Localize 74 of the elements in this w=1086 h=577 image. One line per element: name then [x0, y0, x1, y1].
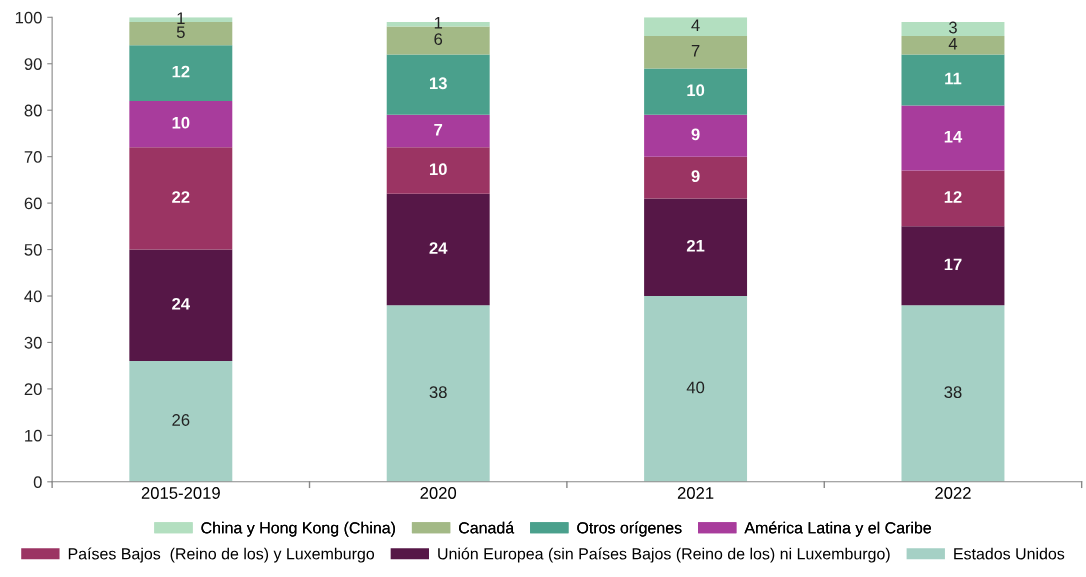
data-label: 13 [429, 77, 447, 90]
bar [901, 21, 1005, 36]
data-label: 24 [172, 297, 190, 310]
bar [129, 147, 233, 250]
data-label: 4 [691, 19, 700, 31]
bar [901, 105, 1005, 171]
bar [901, 226, 1005, 306]
data-label: 7 [691, 44, 700, 57]
y-tick-label: 70 [24, 151, 42, 163]
bar [644, 17, 748, 36]
data-label: 10 [429, 163, 447, 176]
data-label: 3 [948, 21, 957, 34]
bar [901, 35, 1005, 55]
data-label: 22 [172, 191, 190, 203]
bar [386, 305, 490, 482]
bar [644, 156, 748, 199]
bar [386, 114, 490, 148]
data-label: 17 [944, 258, 962, 271]
legend-label: Estados Unidos [954, 547, 1065, 560]
legend-label: China y Hong Kong (China) [201, 521, 395, 537]
y-tick-label: 40 [24, 290, 42, 303]
bar [386, 193, 490, 306]
bar [901, 305, 1005, 482]
data-label: 21 [686, 239, 705, 252]
x-tick-label: 2020 [420, 487, 457, 499]
data-label: 10 [687, 84, 705, 97]
data-label: 9 [691, 170, 700, 183]
data-label: 7 [434, 123, 443, 136]
x-tick-label: 2015-2019 [141, 487, 220, 499]
bar [901, 170, 1005, 227]
data-label: 12 [944, 191, 962, 203]
legend-label: Unión Europea (sin Países Bajos (Reino de los) ni Luxemburgo) [438, 547, 890, 563]
y-tick-label: 60 [24, 197, 42, 210]
y-tick-label: 0 [33, 476, 42, 488]
data-label: 6 [434, 33, 443, 46]
legend-label: América Latina y el Caribe [744, 521, 931, 537]
bar [644, 296, 748, 482]
bar [644, 114, 748, 157]
data-label: 5 [176, 26, 185, 39]
data-label: 1 [177, 12, 185, 24]
bar [129, 249, 233, 362]
data-label: 38 [944, 386, 962, 399]
y-tick-label: 50 [24, 243, 42, 256]
y-tick-label: 90 [24, 58, 42, 70]
data-label: 11 [945, 72, 962, 85]
x-tick-label: 2022 [935, 487, 971, 499]
bar [386, 54, 490, 115]
data-label: 9 [691, 128, 700, 141]
y-tick-label: 20 [24, 383, 42, 396]
bar [129, 45, 233, 101]
bar [129, 100, 233, 148]
bar [901, 54, 1005, 106]
data-label: 14 [944, 130, 963, 143]
data-label: 38 [429, 386, 447, 399]
bar [644, 198, 748, 296]
data-label: 12 [172, 65, 190, 78]
data-label: 1 [434, 17, 443, 29]
bar [644, 68, 748, 115]
y-tick-label: 80 [24, 104, 42, 117]
y-tick-label: 100 [15, 11, 42, 24]
bar [644, 35, 748, 69]
data-label: 10 [172, 116, 190, 129]
data-label: 40 [686, 381, 705, 394]
data-label: 26 [172, 414, 190, 426]
bar [386, 147, 490, 194]
legend-label: Otros orígenes [577, 521, 682, 537]
y-tick-label: 10 [25, 429, 42, 442]
legend-label: Países Bajos (Reino de los) y Luxemburgo [68, 547, 375, 563]
legend-label: Canadá [459, 521, 515, 534]
data-label: 24 [429, 242, 448, 254]
data-label: 4 [948, 38, 958, 50]
x-tick-label: 2021 [677, 487, 714, 499]
y-tick-label: 30 [24, 336, 42, 349]
bar [129, 361, 233, 482]
